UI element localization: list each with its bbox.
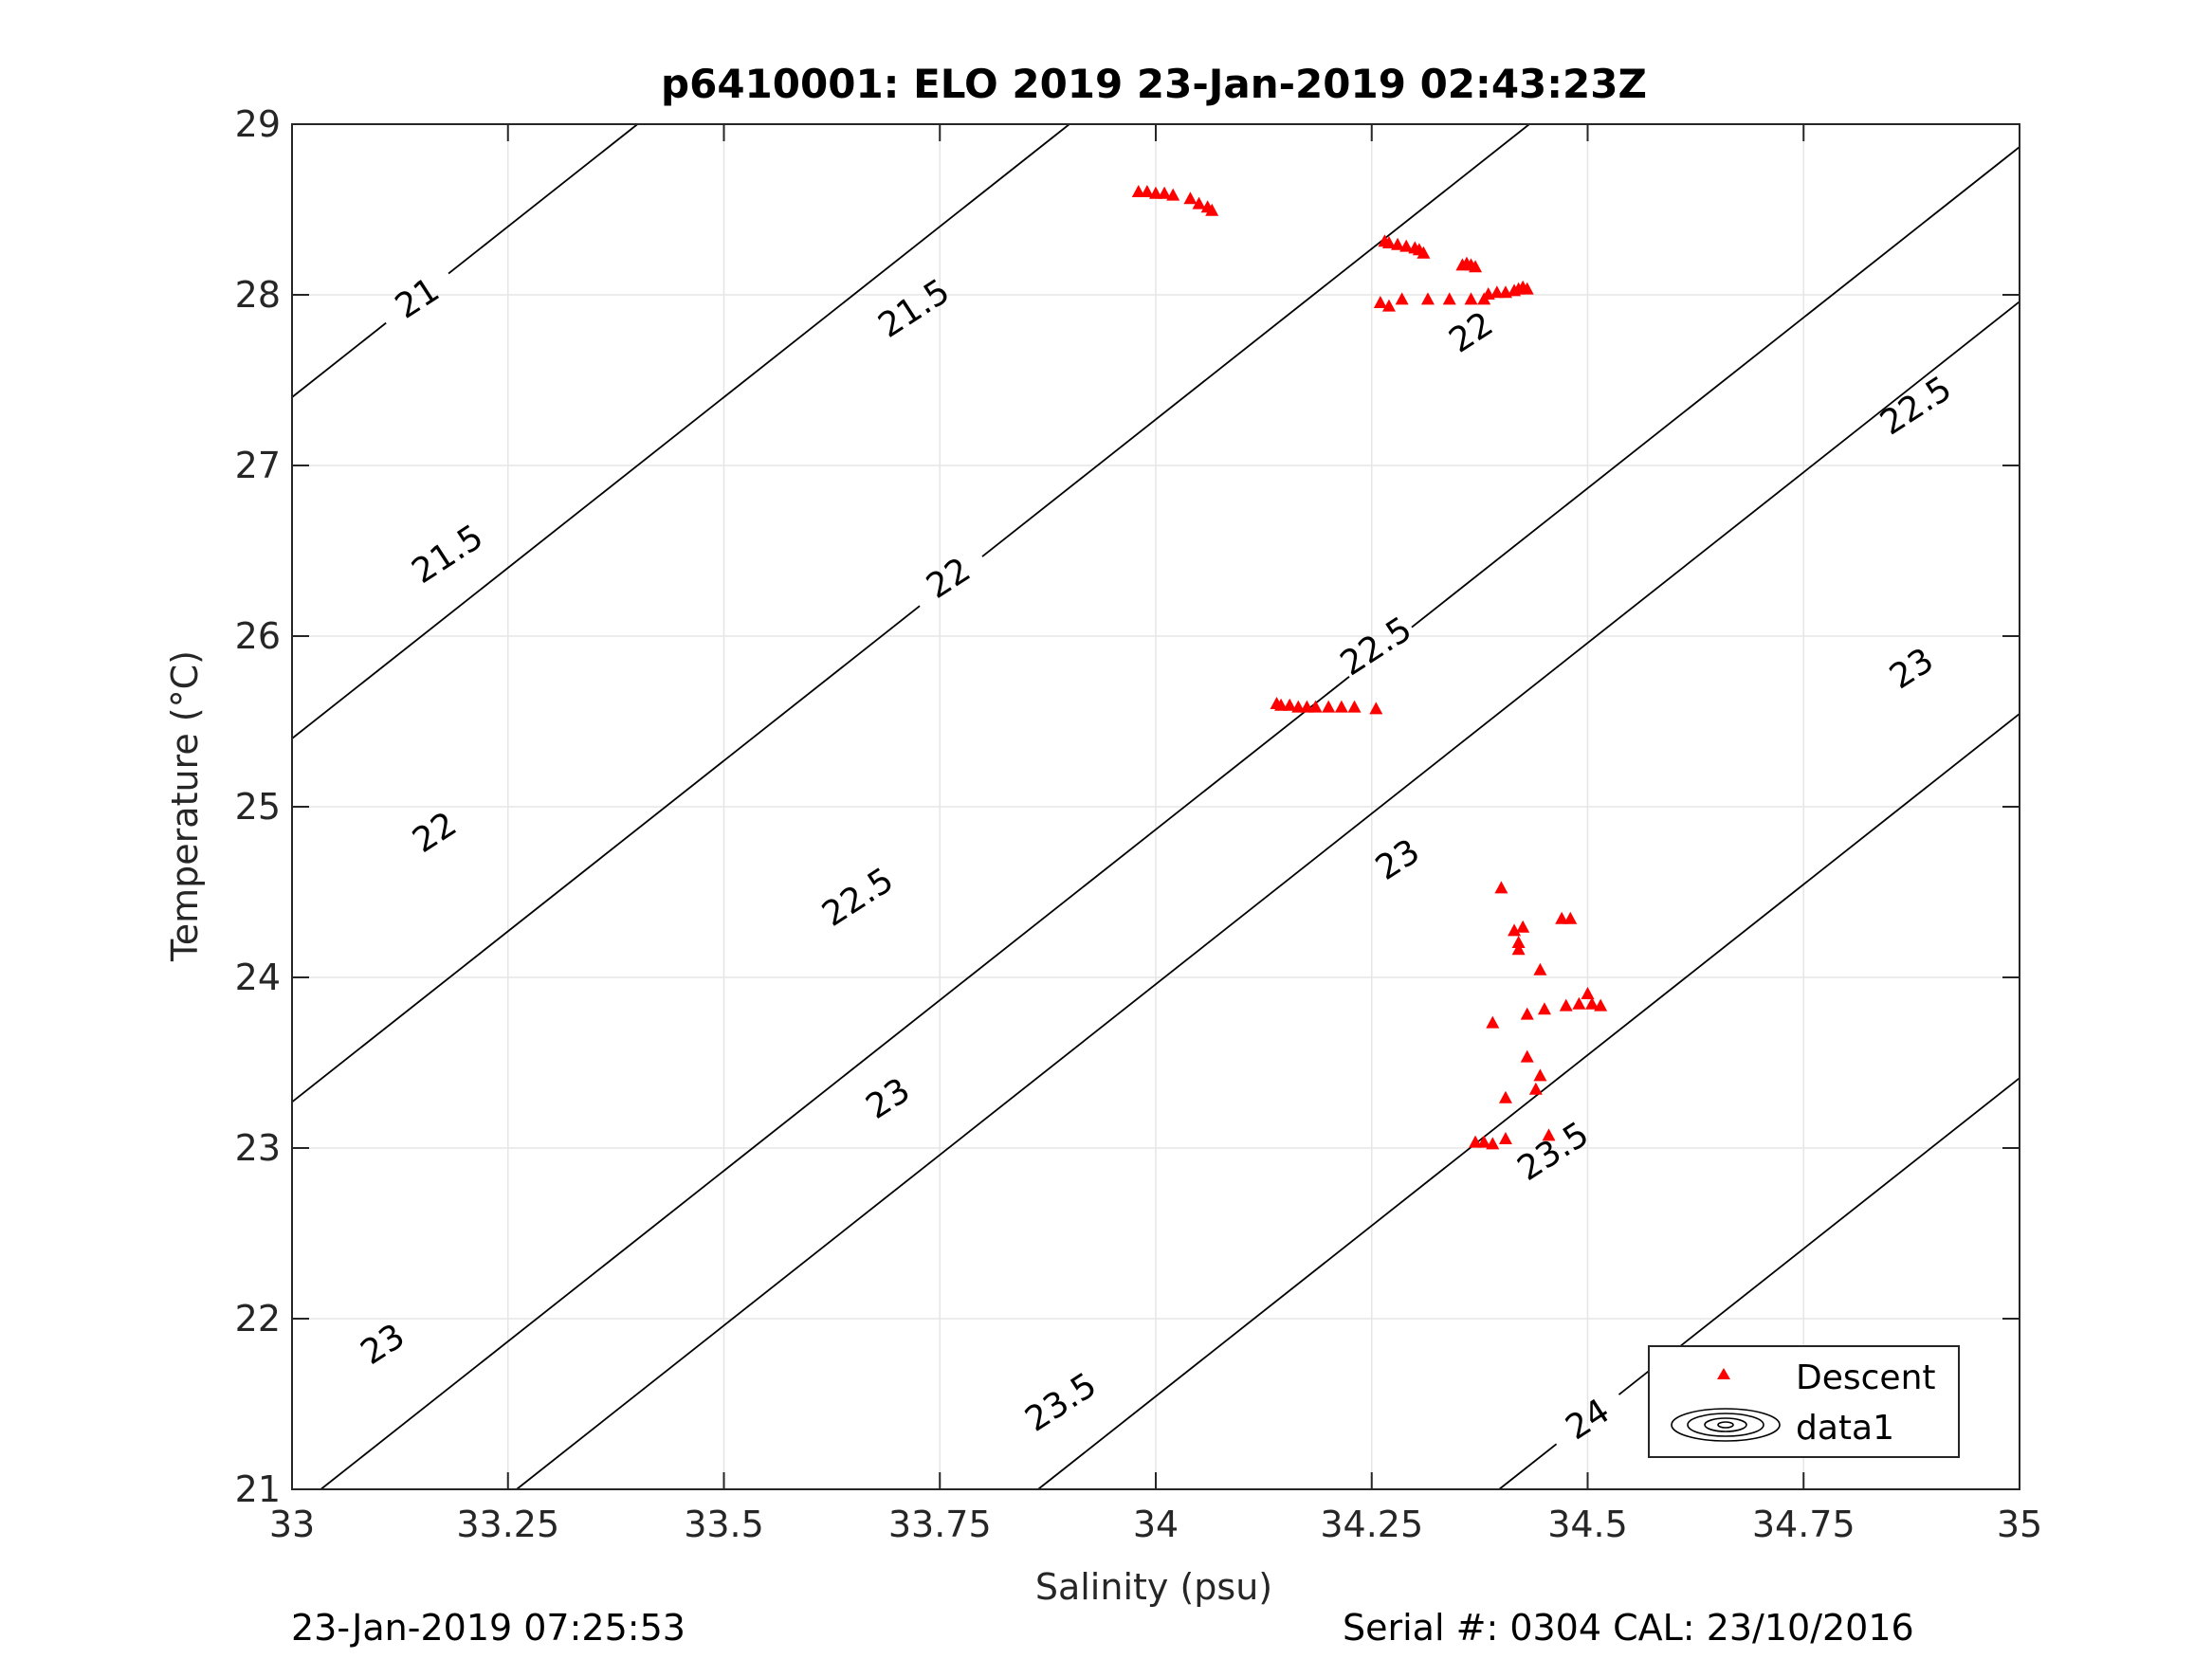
descent-point xyxy=(1585,996,1600,1010)
descent-point xyxy=(1283,698,1297,711)
x-axis-label: Salinity (psu) xyxy=(1035,1566,1272,1608)
y-tick-label: 22 xyxy=(235,1298,281,1340)
contour-line-23.5 xyxy=(1037,713,2020,1490)
y-tick-label: 21 xyxy=(235,1468,281,1510)
descent-point xyxy=(1520,1049,1534,1063)
descent-point xyxy=(1533,962,1547,975)
descent-point xyxy=(1347,700,1362,713)
descent-point xyxy=(1572,996,1586,1010)
descent-point xyxy=(1322,700,1336,713)
legend-contour-icon xyxy=(1671,1408,1781,1442)
descent-point xyxy=(1498,1090,1512,1103)
descent-point xyxy=(1308,700,1323,713)
descent-point xyxy=(1581,987,1595,999)
descent-point xyxy=(1300,700,1314,713)
descent-point xyxy=(1464,292,1478,305)
descent-point xyxy=(1131,185,1145,197)
descent-point xyxy=(1274,698,1289,711)
y-tick-label: 24 xyxy=(235,957,281,998)
descent-point xyxy=(1381,299,1396,312)
contour-line-24 xyxy=(1498,1077,2020,1490)
descent-point xyxy=(1442,292,1456,305)
descent-point xyxy=(1469,1135,1483,1148)
y-tick-label: 28 xyxy=(235,274,281,316)
descent-point xyxy=(1291,700,1306,713)
contour-line-23 xyxy=(516,301,2020,1490)
descent-point xyxy=(1486,1015,1500,1029)
x-tick-label: 34 xyxy=(1133,1504,1179,1545)
descent-point xyxy=(1528,1082,1543,1095)
footer-serial-cal: Serial #: 0304 CAL: 23/10/2016 xyxy=(1343,1607,1914,1649)
descent-point xyxy=(1563,911,1578,924)
descent-point xyxy=(1166,188,1180,201)
x-tick-label: 33 xyxy=(269,1504,315,1545)
descent-point xyxy=(1140,185,1154,197)
y-tick-label: 23 xyxy=(235,1127,281,1169)
descent-point xyxy=(1192,196,1206,210)
descent-point xyxy=(1399,239,1414,252)
descent-point xyxy=(1511,942,1526,956)
axes: 33 33.25 33.5 33.75 34 34.25 34.5 34.75 35 21 22 23… xyxy=(235,103,2043,1545)
descent-point xyxy=(1417,246,1431,259)
descent-point xyxy=(1486,1137,1500,1150)
x-tick-label: 34.5 xyxy=(1547,1504,1628,1545)
descent-point xyxy=(1555,911,1569,924)
contour-line-21.5 xyxy=(291,123,1070,739)
y-tick-label: 26 xyxy=(235,615,281,657)
descent-point xyxy=(1537,1002,1551,1015)
descent-point xyxy=(1420,292,1435,305)
y-tick-label: 25 xyxy=(235,786,281,828)
descent-point xyxy=(1183,191,1197,205)
x-tick-label: 35 xyxy=(1997,1504,2042,1545)
descent-point xyxy=(1520,1007,1534,1020)
descent-point xyxy=(1494,881,1508,894)
descent-point xyxy=(1533,1068,1547,1082)
legend-triangle-icon xyxy=(1717,1368,1730,1379)
footer-timestamp: 23-Jan-2019 07:25:53 xyxy=(291,1607,686,1649)
descent-point xyxy=(1508,923,1522,937)
descent-point xyxy=(1511,936,1526,948)
y-tick-label: 29 xyxy=(235,103,281,145)
descent-point xyxy=(1381,236,1396,248)
legend-label-descent: Descent xyxy=(1796,1358,1936,1397)
descent-point xyxy=(1498,1132,1512,1144)
descent-point xyxy=(1490,285,1504,299)
chart-title: p6410001: ELO 2019 23-Jan-2019 02:43:23Z xyxy=(661,61,1647,107)
descent-point xyxy=(1205,203,1219,216)
descent-point xyxy=(1520,282,1534,295)
descent-point xyxy=(1158,186,1172,199)
descent-point xyxy=(1369,702,1383,715)
contour-line-22 xyxy=(291,123,1530,1103)
x-tick-label: 33.5 xyxy=(684,1504,764,1545)
legend: Descent data1 xyxy=(1648,1345,1960,1458)
x-tick-label: 33.25 xyxy=(456,1504,559,1545)
contour-line-21 xyxy=(291,123,638,398)
descent-point xyxy=(1149,186,1162,199)
descent-point xyxy=(1391,237,1405,250)
descent-point xyxy=(1469,260,1483,273)
x-tick-label: 34.75 xyxy=(1752,1504,1856,1545)
descent-point xyxy=(1395,292,1409,305)
x-tick-label: 33.75 xyxy=(888,1504,992,1545)
y-tick-label: 27 xyxy=(235,445,281,486)
descent-point xyxy=(1334,700,1348,713)
descent-point xyxy=(1516,920,1530,933)
descent-point xyxy=(1477,1135,1491,1148)
legend-label-data1: data1 xyxy=(1796,1409,1894,1448)
descent-point xyxy=(1542,1128,1556,1141)
descent-point xyxy=(1373,296,1387,308)
descent-point xyxy=(1594,998,1608,1012)
y-axis-label: Temperature (°C) xyxy=(164,650,206,962)
descent-points xyxy=(1131,185,1608,1150)
x-tick-label: 34.25 xyxy=(1320,1504,1423,1545)
descent-point xyxy=(1559,998,1573,1012)
contour-line-22.5 xyxy=(320,146,2020,1490)
